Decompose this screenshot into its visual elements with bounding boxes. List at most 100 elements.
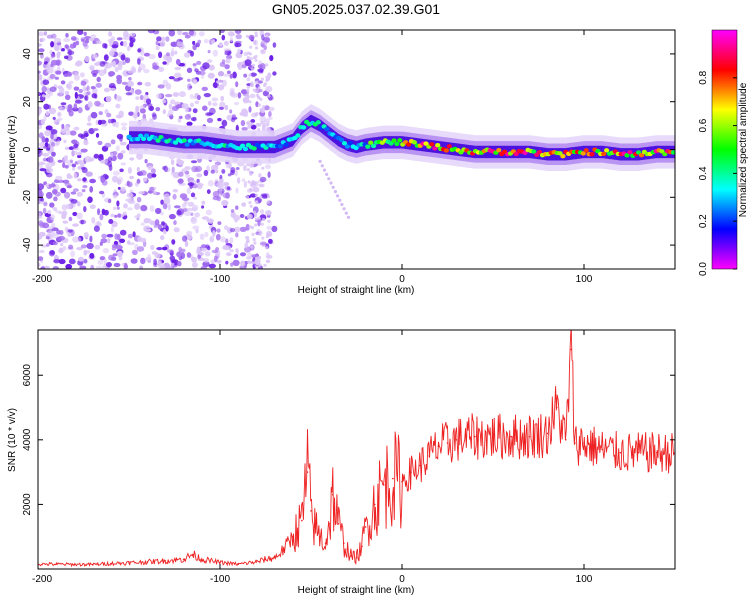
noise-blob <box>107 156 112 163</box>
noise-blob <box>127 167 132 174</box>
noise-blob <box>225 252 232 257</box>
noise-blob <box>72 203 76 208</box>
noise-blob <box>194 212 201 218</box>
noise-blob <box>73 103 78 110</box>
snr-point <box>446 442 449 444</box>
noise-blob <box>52 116 56 120</box>
noise-blob <box>116 37 123 41</box>
noise-blob <box>89 66 95 71</box>
noise-blob <box>239 214 245 218</box>
snr-point <box>219 561 221 564</box>
noise-blob <box>249 57 253 61</box>
noise-blob <box>186 187 191 195</box>
noise-blob <box>39 162 46 165</box>
snr-point <box>637 451 640 454</box>
snr-point <box>392 477 394 480</box>
noise-blob <box>268 111 272 118</box>
noise-blob <box>82 177 87 182</box>
noise-blob <box>181 168 187 173</box>
noise-blob <box>81 166 86 170</box>
noise-blob <box>252 186 260 193</box>
noise-blob <box>41 94 46 98</box>
noise-blob <box>111 244 118 248</box>
noise-blob <box>166 52 170 57</box>
noise-blob <box>91 93 97 99</box>
noise-blob <box>76 201 81 207</box>
x-tick-label: 0 <box>399 574 405 585</box>
noise-blob <box>95 82 103 88</box>
noise-blob <box>165 225 169 232</box>
noise-blob <box>170 159 175 166</box>
noise-blob <box>194 100 200 105</box>
noise-blob <box>78 256 84 262</box>
ridge-point <box>432 146 438 151</box>
noise-blob <box>83 232 89 239</box>
noise-blob <box>170 259 177 263</box>
noise-blob <box>203 39 209 44</box>
noise-blob <box>38 231 46 237</box>
noise-blob <box>89 204 96 209</box>
noise-blob <box>207 218 214 224</box>
noise-blob <box>177 77 184 81</box>
noise-blob <box>202 62 210 70</box>
noise-blob <box>241 178 246 182</box>
noise-blob <box>71 163 77 168</box>
noise-blob <box>250 72 257 77</box>
noise-blob <box>49 50 53 55</box>
noise-blob <box>263 118 270 125</box>
noise-blob <box>246 77 251 82</box>
snr-point <box>301 519 303 522</box>
noise-blob <box>265 86 273 93</box>
noise-blob <box>114 66 119 73</box>
snr-point <box>355 556 358 559</box>
noise-blob <box>271 225 278 233</box>
noise-blob <box>59 105 63 110</box>
noise-blob <box>254 31 258 35</box>
noise-blob <box>126 80 134 87</box>
noise-blob <box>248 106 252 113</box>
noise-blob <box>44 265 50 269</box>
noise-blob <box>116 250 123 258</box>
noise-blob <box>168 76 175 80</box>
colorbar: 0.0 0.2 0.4 0.6 0.8 Normalized spectral ampl… <box>698 29 749 276</box>
noise-blob <box>68 146 75 151</box>
noise-blob <box>267 77 271 81</box>
noise-blob <box>210 169 215 174</box>
noise-blob <box>50 129 58 135</box>
noise-blob <box>259 195 263 199</box>
noise-blob <box>63 73 69 78</box>
noise-blob <box>249 204 253 208</box>
noise-blob <box>229 73 234 79</box>
noise-blob <box>108 71 116 77</box>
noise-blob <box>257 80 263 84</box>
noise-blob <box>60 187 67 194</box>
noise-blob <box>156 36 162 42</box>
noise-blob <box>211 249 219 254</box>
noise-blob <box>93 54 98 59</box>
noise-blob <box>96 221 101 225</box>
ridge-point <box>580 151 586 156</box>
noise-blob <box>190 117 197 122</box>
noise-blob <box>41 85 47 93</box>
noise-blob <box>167 249 174 254</box>
snr-point <box>337 523 340 525</box>
snr-point <box>546 432 549 435</box>
noise-blob <box>336 194 340 198</box>
noise-blob <box>136 196 142 203</box>
noise-blob <box>230 262 234 267</box>
noise-blob <box>84 55 90 63</box>
noise-blob <box>157 84 165 89</box>
noise-blob <box>234 169 238 177</box>
noise-blob <box>240 120 246 127</box>
noise-blob <box>207 72 215 79</box>
noise-blob <box>77 237 82 243</box>
noise-blob <box>70 250 76 258</box>
noise-blob <box>171 262 175 266</box>
noise-blob <box>224 104 229 111</box>
noise-blob <box>38 43 43 47</box>
ridge-point <box>365 144 371 149</box>
ridge-point <box>560 154 566 159</box>
noise-blob <box>94 62 100 66</box>
noise-blob <box>77 107 83 114</box>
noise-blob <box>246 168 250 172</box>
